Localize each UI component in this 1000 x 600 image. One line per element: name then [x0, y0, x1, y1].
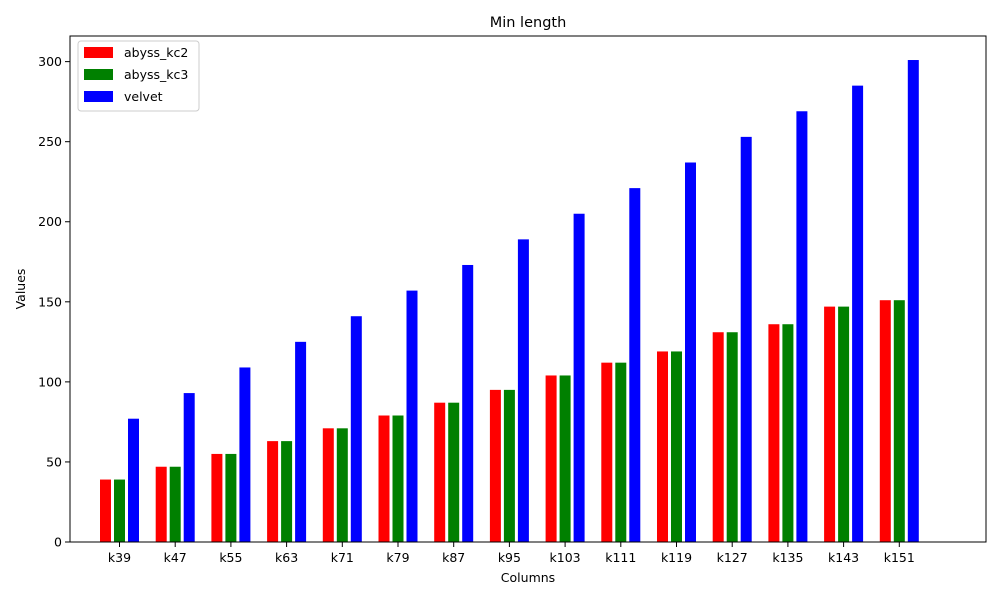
- x-tick-label: k95: [498, 550, 521, 565]
- x-tick-label: k71: [331, 550, 354, 565]
- bar-velvet-k71: [350, 316, 362, 542]
- plot-area-frame: [69, 35, 987, 543]
- x-tick-label: k143: [828, 550, 859, 565]
- bar-velvet-k119: [685, 162, 696, 542]
- bar-abyss_kc3-k87: [448, 402, 460, 542]
- bar-abyss_kc2-k87: [434, 402, 446, 542]
- legend-label-abyss_kc3: abyss_kc3: [124, 67, 188, 82]
- bar-abyss_kc3-k127: [726, 332, 738, 542]
- bar-abyss_kc2-k39: [100, 479, 111, 542]
- bar-velvet-k55: [239, 367, 251, 542]
- bar-abyss_kc3-k39: [114, 479, 125, 542]
- x-tick-label: k47: [164, 550, 187, 565]
- bar-abyss_kc3-k143: [838, 306, 850, 542]
- bar-abyss_kc3-k63: [281, 441, 293, 542]
- y-axis: 0 50 100 150 200 250 300: [38, 54, 70, 550]
- x-tick-label: k111: [605, 550, 636, 565]
- bar-abyss_kc3-k71: [336, 428, 348, 542]
- y-tick-label: 50: [46, 454, 62, 469]
- y-tick-label: 200: [38, 214, 62, 229]
- bar-velvet-k127: [740, 136, 752, 542]
- legend-swatch-velvet: [84, 91, 113, 102]
- bar-abyss_kc2-k71: [322, 428, 334, 542]
- bar-abyss_kc2-k55: [211, 453, 223, 542]
- bar-abyss_kc2-k127: [712, 332, 724, 542]
- bar-abyss_kc2-k111: [601, 362, 613, 542]
- bar-abyss_kc2-k103: [545, 375, 557, 542]
- bar-abyss_kc2-k47: [155, 466, 167, 542]
- bar-abyss_kc3-k47: [169, 466, 181, 542]
- bar-abyss_kc3-k119: [671, 351, 682, 542]
- legend-label-velvet: velvet: [124, 89, 163, 104]
- chart-title: Min length: [490, 15, 567, 31]
- x-tick-label: k135: [772, 550, 803, 565]
- bar-abyss_kc2-k151: [879, 300, 891, 542]
- y-axis-label: Values: [13, 269, 28, 310]
- x-tick-label: k79: [386, 550, 409, 565]
- legend-label-abyss_kc2: abyss_kc2: [124, 45, 188, 60]
- bar-velvet-k63: [295, 341, 307, 542]
- x-tick-label: k151: [884, 550, 915, 565]
- bar-velvet-k47: [183, 393, 195, 542]
- bar-velvet-k143: [852, 85, 864, 542]
- bars-group: [100, 60, 919, 543]
- bar-abyss_kc3-k151: [893, 300, 905, 542]
- bar-abyss_kc2-k63: [267, 441, 279, 542]
- x-tick-label: k103: [550, 550, 581, 565]
- bar-abyss_kc2-k135: [768, 324, 780, 542]
- bar-abyss_kc3-k95: [503, 389, 515, 542]
- bar-velvet-k87: [462, 264, 474, 542]
- bar-velvet-k95: [517, 239, 529, 542]
- bar-abyss_kc3-k79: [392, 415, 404, 542]
- x-tick-label: k39: [108, 550, 131, 565]
- x-axis: k39 k47 k55 k63 k71 k79 k87 k95 k103 k111 k119 k127…: [108, 542, 915, 565]
- x-tick-label: k119: [661, 550, 692, 565]
- x-axis-label: Columns: [501, 570, 555, 585]
- x-tick-label: k127: [717, 550, 748, 565]
- bar-velvet-k103: [573, 213, 585, 542]
- y-tick-label: 0: [54, 535, 62, 550]
- x-tick-label: k63: [275, 550, 298, 565]
- bar-velvet-k135: [796, 111, 808, 542]
- bar-abyss_kc3-k135: [782, 324, 794, 542]
- y-tick-label: 100: [38, 374, 62, 389]
- bar-velvet-k79: [406, 290, 418, 542]
- bar-abyss_kc3-k55: [225, 453, 237, 542]
- y-tick-label: 250: [38, 134, 62, 149]
- bar-abyss_kc2-k79: [378, 415, 390, 542]
- x-tick-label: k55: [219, 550, 242, 565]
- bar-velvet-k111: [629, 188, 641, 543]
- bar-abyss_kc2-k95: [489, 389, 501, 542]
- y-tick-label: 150: [38, 294, 62, 309]
- bar-velvet-k39: [128, 418, 139, 542]
- bar-abyss_kc3-k103: [559, 375, 571, 542]
- bar-velvet-k151: [907, 60, 919, 543]
- x-tick-label: k87: [442, 550, 465, 565]
- bar-abyss_kc2-k143: [824, 306, 836, 542]
- bar-abyss_kc3-k111: [615, 362, 627, 542]
- legend-swatch-abyss_kc3: [84, 69, 113, 80]
- bar-abyss_kc2-k119: [657, 351, 668, 542]
- y-tick-label: 300: [38, 54, 62, 69]
- legend-swatch-abyss_kc2: [84, 47, 113, 58]
